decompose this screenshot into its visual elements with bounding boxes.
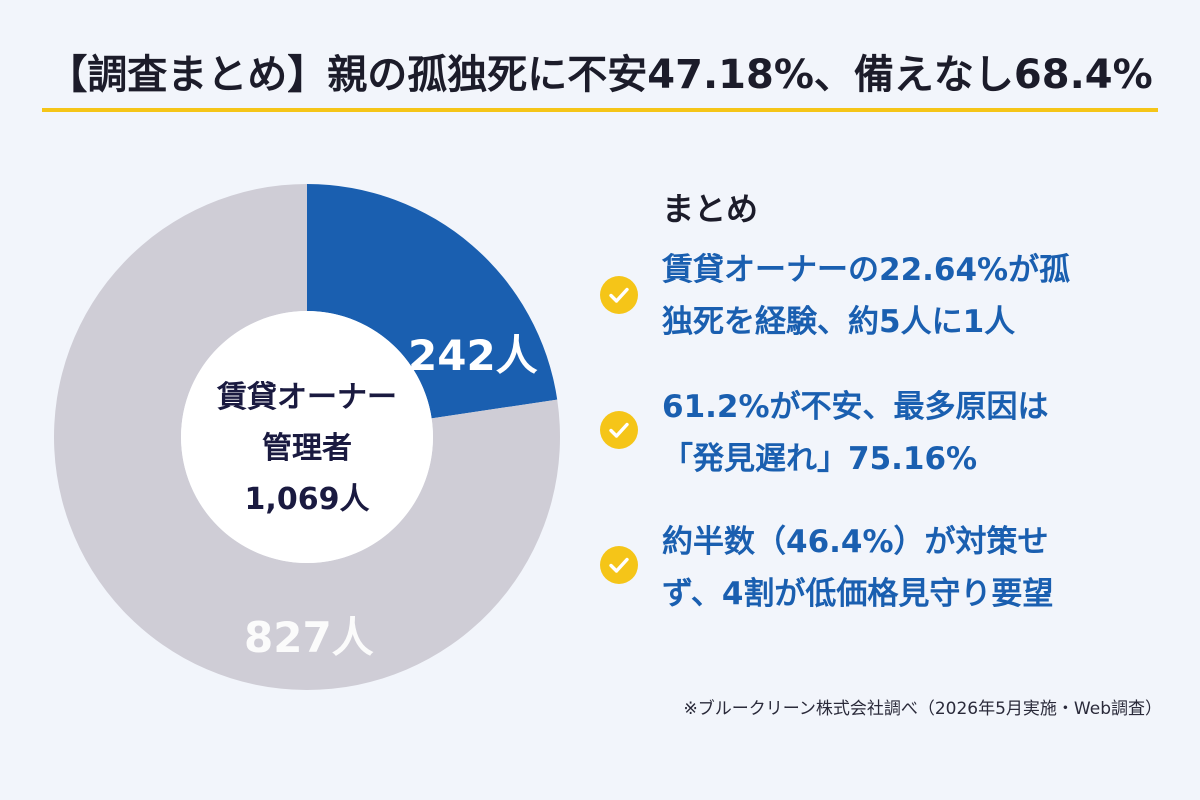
summary-point-line: 賃貸オーナーの22.64%が孤 xyxy=(662,252,1071,288)
donut-center-line-1: 賃貸オーナー xyxy=(217,380,397,415)
check-icon xyxy=(600,546,638,584)
summary-point-line: ず、4割が低価格見守り要望 xyxy=(662,576,1054,612)
source-footnote: ※ブルークリーン株式会社調べ（2026年5月実施・Web調査） xyxy=(683,699,1162,719)
summary-point-text: 61.2%が不安、最多原因は 「発見遅れ」75.16% xyxy=(662,381,1162,485)
donut-center-total: 1,069人 xyxy=(244,482,370,517)
title-underline xyxy=(42,108,1158,112)
segment-label-827: 827人 xyxy=(244,613,374,662)
summary-point-1: 賃貸オーナーの22.64%が孤 独死を経験、約5人に1人 xyxy=(600,244,1160,344)
donut-slice-242 xyxy=(307,184,558,419)
donut-chart xyxy=(54,184,560,690)
check-icon xyxy=(600,276,638,314)
summary-heading: まとめ xyxy=(662,190,759,228)
donut-chart-svg xyxy=(54,184,560,690)
donut-center-line-2: 管理者 xyxy=(262,431,352,466)
summary-point-2: 61.2%が不安、最多原因は 「発見遅れ」75.16% xyxy=(600,381,1160,481)
summary-point-line: 61.2%が不安、最多原因は xyxy=(662,389,1049,425)
summary-point-3: 約半数（46.4%）が対策せ ず、4割が低価格見守り要望 xyxy=(600,516,1160,616)
donut-hole xyxy=(181,311,433,563)
page-title: 【調査まとめ】親の孤独死に不安47.18%、備えなし68.4% xyxy=(47,52,1153,98)
segment-label-242: 242人 xyxy=(408,331,538,380)
summary-point-line: 「発見遅れ」75.16% xyxy=(662,441,978,477)
summary-point-text: 賃貸オーナーの22.64%が孤 独死を経験、約5人に1人 xyxy=(662,244,1162,348)
summary-point-line: 独死を経験、約5人に1人 xyxy=(662,304,1016,340)
donut-center-label: 賃貸オーナー 管理者 1,069人 xyxy=(182,372,432,525)
check-icon xyxy=(600,411,638,449)
summary-point-line: 約半数（46.4%）が対策せ xyxy=(662,524,1049,560)
summary-point-text: 約半数（46.4%）が対策せ ず、4割が低価格見守り要望 xyxy=(662,516,1162,620)
donut-slice-827 xyxy=(54,184,560,690)
